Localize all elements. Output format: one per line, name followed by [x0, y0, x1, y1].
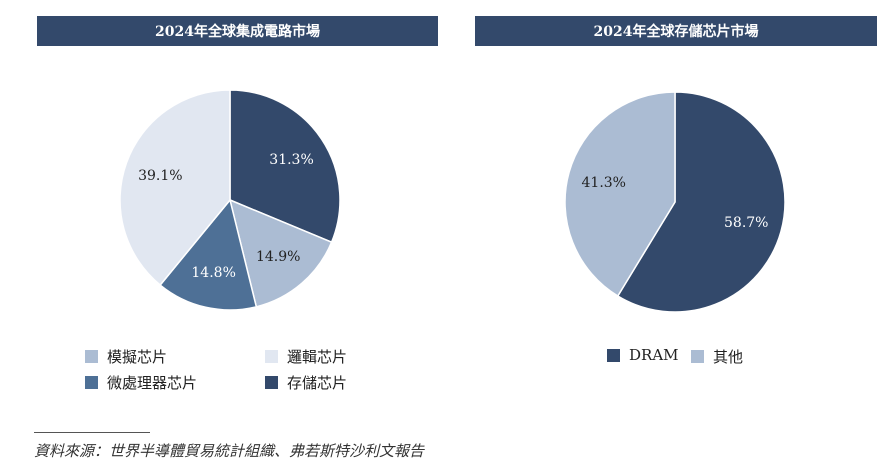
legend-label: 存儲芯片: [287, 374, 348, 392]
legend-item-analog: 模擬芯片: [85, 346, 167, 367]
left-chart-title: 2024年全球集成電路市場: [37, 16, 438, 46]
ic-market-slice-label-0: 31.3%: [269, 152, 313, 168]
legend-swatch: [85, 350, 98, 363]
memory-market-slice-label-1: 41.3%: [582, 175, 626, 191]
legend-swatch: [265, 350, 278, 363]
ic-market-slice-0: [229, 89, 341, 244]
legend-label: 其他: [713, 348, 744, 366]
legend-swatch: [607, 348, 620, 362]
ic-market-slice-label-1: 14.9%: [256, 249, 300, 265]
legend-swatch: [691, 350, 704, 363]
legend-item-microprocessor: 微處理器芯片: [85, 372, 197, 393]
legend-swatch: [85, 376, 98, 389]
legend-label: DRAM: [629, 346, 679, 364]
legend-item-logic: 邏輯芯片: [265, 346, 347, 367]
right-chart-title: 2024年全球存儲芯片市場: [475, 16, 877, 46]
ic-market-slice-2: [159, 198, 258, 311]
legend-item-others: 其他: [691, 346, 743, 367]
legend-label: 微處理器芯片: [107, 374, 198, 392]
ic-market-slice-3: [119, 89, 231, 287]
legend-swatch: [265, 376, 278, 389]
right-pie-chart: 58.7% 41.3%: [564, 91, 786, 313]
ic-market-slice-label-2: 14.8%: [191, 265, 235, 281]
ic-market-slice-label-3: 39.1%: [138, 168, 182, 184]
footer-divider: [34, 432, 150, 433]
memory-market-slice-label-0: 58.7%: [724, 215, 768, 231]
legend-item-memory: 存儲芯片: [265, 372, 347, 393]
source-note: 資料來源：世界半導體貿易統計組織、弗若斯特沙利文報告: [34, 442, 425, 460]
legend-item-dram: DRAM: [607, 346, 679, 364]
ic-market-slice-1: [228, 198, 333, 308]
legend-label: 模擬芯片: [107, 348, 168, 366]
left-pie-chart: 31.3% 14.9% 14.8% 39.1%: [119, 89, 341, 311]
memory-market-slice-1: [564, 91, 676, 298]
memory-market-slice-0: [616, 91, 786, 313]
legend-label: 邏輯芯片: [287, 348, 348, 366]
